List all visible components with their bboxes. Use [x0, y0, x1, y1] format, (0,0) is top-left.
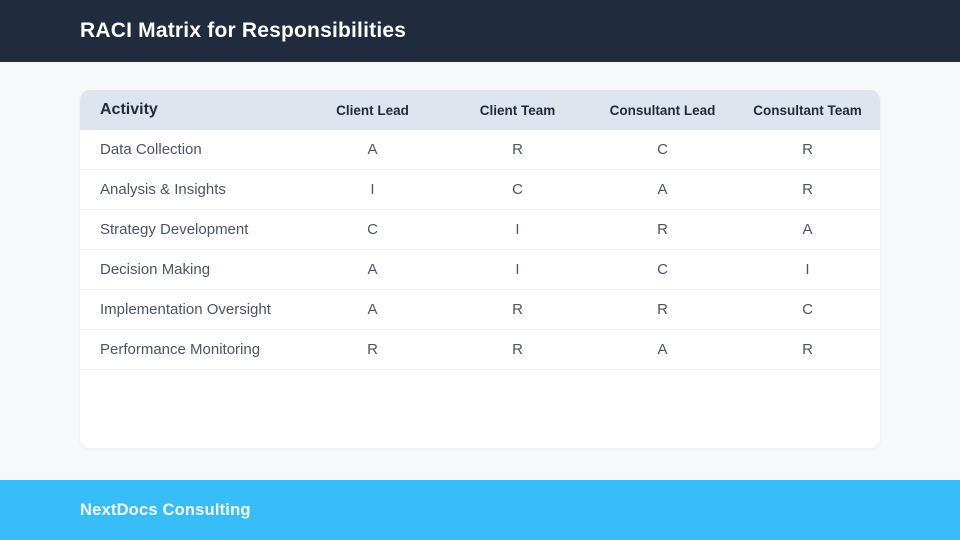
- table-row: Analysis & Insights I C A R: [80, 170, 880, 210]
- raci-cell: C: [367, 221, 378, 238]
- activity-label: Analysis & Insights: [100, 181, 226, 198]
- raci-cell: R: [512, 301, 523, 318]
- activity-label: Decision Making: [100, 261, 211, 278]
- raci-cell: C: [657, 261, 668, 278]
- raci-cell: I: [805, 261, 810, 278]
- table-row: Decision Making A I C I: [80, 250, 880, 290]
- column-header-activity: Activity: [100, 101, 158, 118]
- table-row: Data Collection A R C R: [80, 130, 880, 170]
- table-header-row: Activity Client Lead Client Team Consult…: [80, 90, 880, 130]
- page-title: RACI Matrix for Responsibilities: [80, 19, 407, 42]
- raci-cell: A: [367, 301, 378, 318]
- activity-label: Data Collection: [100, 141, 202, 158]
- raci-cell: R: [367, 341, 378, 358]
- raci-cell: R: [512, 341, 523, 358]
- raci-cell: R: [657, 221, 668, 238]
- raci-cell: A: [657, 341, 668, 358]
- raci-cell: R: [657, 301, 668, 318]
- raci-cell: I: [515, 261, 520, 278]
- raci-cell: A: [367, 261, 378, 278]
- column-header-client-team: Client Team: [479, 102, 556, 118]
- brand-name: NextDocs Consulting: [80, 500, 251, 519]
- footer-bar: NextDocs Consulting: [0, 480, 960, 540]
- table-row: Implementation Oversight A R R C: [80, 290, 880, 330]
- raci-cell: A: [657, 181, 668, 198]
- raci-cell: I: [515, 221, 520, 238]
- activity-label: Strategy Development: [100, 221, 249, 238]
- raci-cell: C: [657, 141, 668, 158]
- table-row: Performance Monitoring R R A R: [80, 330, 880, 370]
- raci-cell: C: [802, 301, 813, 318]
- raci-matrix-card: Activity Client Lead Client Team Consult…: [80, 90, 880, 448]
- raci-cell: A: [367, 141, 378, 158]
- raci-cell: A: [802, 221, 813, 238]
- raci-cell: R: [512, 141, 523, 158]
- raci-cell: C: [512, 181, 523, 198]
- raci-cell: R: [802, 341, 813, 358]
- column-header-consultant-team: Consultant Team: [753, 102, 862, 118]
- activity-label: Performance Monitoring: [100, 341, 261, 358]
- raci-cell: R: [802, 141, 813, 158]
- activity-label: Implementation Oversight: [100, 301, 271, 318]
- table-body: Data Collection A R C R Analysis & Insig…: [80, 130, 880, 370]
- column-header-client-lead: Client Lead: [336, 102, 409, 118]
- title-bar: RACI Matrix for Responsibilities: [0, 0, 960, 62]
- column-header-consultant-lead: Consultant Lead: [609, 102, 716, 118]
- raci-cell: I: [370, 181, 375, 198]
- raci-cell: R: [802, 181, 813, 198]
- table-row: Strategy Development C I R A: [80, 210, 880, 250]
- slide-background: Activity Client Lead Client Team Consult…: [0, 62, 960, 480]
